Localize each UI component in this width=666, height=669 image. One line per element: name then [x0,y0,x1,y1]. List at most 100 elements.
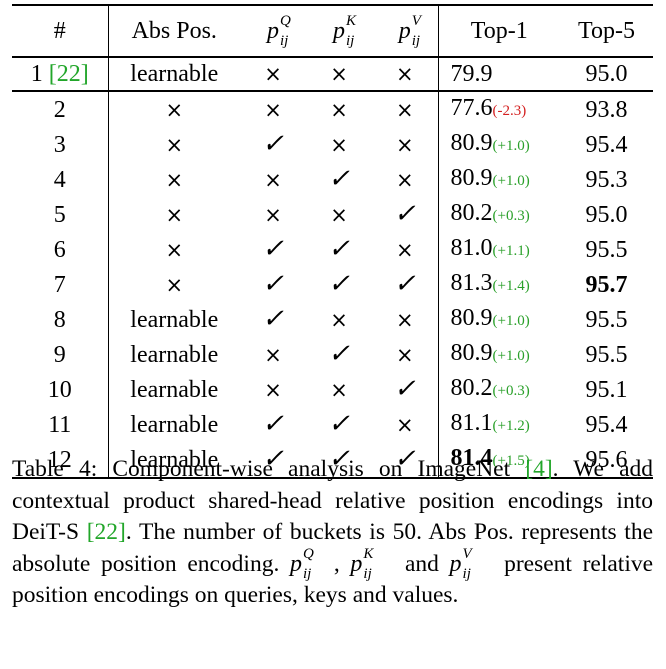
cell-v: × [372,127,438,162]
check-mark-icon: ✓ [328,444,350,474]
top1-delta: (+0.3) [492,383,530,399]
cross-mark-icon: × [165,97,184,122]
check-mark-icon: ✓ [262,129,284,159]
table-row: 7 × ✓ ✓ ✓ 81.3(+1.4) 95.7 [12,267,653,302]
cross-mark-icon: × [330,377,348,402]
cell-q: ✓ [240,302,306,337]
cell-index: 6 [12,232,109,267]
cell-k: ✓ [306,442,372,479]
cell-top1: 80.9(+1.0) [437,127,560,162]
table-row: 5 × × × ✓ 80.2(+0.3) 95.0 [12,197,653,232]
abs-pos-value: learnable [130,61,219,87]
cell-k: ✓ [306,232,372,267]
cross-mark-icon: × [395,412,414,437]
top1-delta: (+1.0) [492,173,530,189]
cross-mark-icon: × [264,97,282,122]
caption-text-1: Component-wise analysis on ImageNet [112,456,511,482]
top1-value: 81.3 [450,270,493,296]
cell-index: 9 [12,337,109,372]
cell-top5: 95.4 [560,407,653,442]
cross-mark-icon: × [264,167,282,192]
table-row: 3 × ✓ × × 80.9(+1.0) 95.4 [12,127,653,162]
cell-top1: 81.3(+1.4) [437,267,560,302]
cell-top1: 80.9(+1.0) [437,337,560,372]
cell-q: ✓ [240,407,306,442]
cell-top5: 95.5 [560,232,653,267]
cell-q: × [240,337,306,372]
cross-mark-icon: × [395,307,414,332]
top1-value: 77.6 [450,95,493,121]
top5-value: 95.0 [585,61,628,87]
cross-mark-icon: × [330,97,348,122]
cell-top1: 80.9(+1.0) [437,162,560,197]
top5-value: 95.1 [585,376,628,403]
check-mark-icon: ✓ [328,234,350,264]
table-row: 1 [22] learnable × × × 79.9 95.0 [12,57,653,92]
cell-v: × [372,302,438,337]
cell-abs-pos: × [108,197,240,232]
cell-abs-pos: learnable [108,57,240,92]
cell-top1: 77.6(-2.3) [437,91,560,127]
top1-value: 80.9 [450,130,493,156]
cross-mark-icon: × [264,62,282,86]
cross-mark-icon: × [395,167,414,192]
top1-value: 81.1 [450,410,493,436]
top5-value: 95.0 [585,201,628,228]
cross-mark-icon: × [395,97,414,122]
cell-v: ✓ [372,197,438,232]
row-number: 4 [53,166,66,193]
row-number: 7 [53,271,66,298]
cell-q: ✓ [240,267,306,302]
caption-ref-deit[interactable]: [22] [86,519,126,545]
abs-pos-value: learnable [130,306,219,333]
cell-top5: 95.7 [560,267,653,302]
table-row: 6 × ✓ ✓ × 81.0(+1.1) 95.5 [12,232,653,267]
cross-mark-icon: × [264,202,282,227]
cell-index: 10 [12,372,109,407]
top1-value: 80.2 [450,200,493,226]
table-caption: Table 4: Component-wise analysis on Imag… [12,456,654,608]
top1-value: 80.2 [450,375,493,401]
cell-q: × [240,91,306,127]
table-row: 11 learnable ✓ ✓ × 81.1(+1.2) 95.4 [12,407,653,442]
cross-mark-icon: × [395,62,414,86]
row-reference-link[interactable]: [22] [48,61,89,87]
top1-value: 79.9 [450,61,493,87]
table-row: 12 learnable ✓ ✓ ✓ 81.4(+1.5) 95.6 [12,442,653,479]
header-top5: Top-5 [560,4,653,58]
top1-value: 80.9 [450,340,493,366]
top5-value: 95.6 [585,446,628,473]
cross-mark-icon: × [165,202,184,227]
caption-text-4: and [404,550,439,577]
cell-v: × [372,162,438,197]
abs-pos-value: learnable [130,446,219,473]
table-row: 10 learnable × × ✓ 80.2(+0.3) 95.1 [12,372,653,407]
cell-k: × [306,91,372,127]
cell-q: × [240,57,306,92]
top5-value: 95.5 [585,236,628,263]
row-number: 9 [53,341,66,368]
cell-k: × [306,302,372,337]
cell-index: 11 [12,407,109,442]
check-mark-icon: ✓ [262,409,284,439]
check-mark-icon: ✓ [393,199,416,229]
abs-pos-value: learnable [130,341,219,368]
top1-delta: (+1.2) [492,418,530,434]
cell-index: 7 [12,267,109,302]
cross-mark-icon: × [264,342,282,367]
cross-mark-icon: × [165,132,184,157]
cell-index: 4 [12,162,109,197]
top5-value: 95.5 [585,341,628,368]
abs-pos-value: learnable [130,411,219,438]
cell-top5: 95.5 [560,337,653,372]
caption-ref-imagenet[interactable]: [4] [525,456,553,482]
check-mark-icon: ✓ [393,374,416,404]
cell-index: 12 [12,442,109,479]
cell-v: ✓ [372,442,438,479]
abs-pos-value: learnable [130,376,219,403]
cell-index: 3 [12,127,109,162]
top5-value: 95.3 [585,166,628,193]
